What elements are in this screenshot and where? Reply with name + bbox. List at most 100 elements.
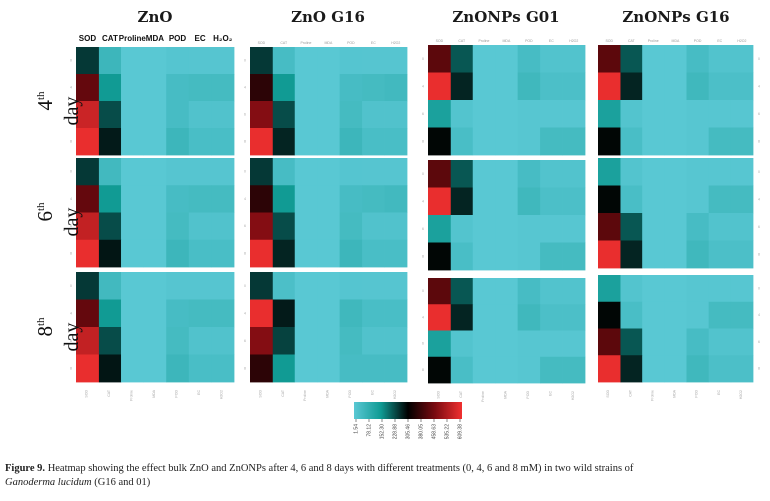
heatmap-cell [540,304,563,331]
heatmap-cell [339,327,363,355]
row-tick-label: 8 [70,251,72,255]
heatmap-cell [562,278,586,305]
row-tick-label: 0 [70,59,72,63]
caption-label: Figure 9. [5,463,46,474]
heatmap-cell [517,278,541,305]
column-tick-label: CAT [107,389,111,397]
day-word: day [61,97,83,126]
row-tick-label: 4 [758,313,760,317]
column-header: MDA [325,41,333,45]
heatmap-cell [642,127,665,156]
heatmap-cell [598,275,621,303]
heatmap-cell [472,72,496,101]
heatmap-cell [188,354,212,383]
column-tick-label: Proline [650,390,654,401]
heatmap-cell [562,356,586,384]
heatmap-cell [166,185,190,213]
heatmap-cell [98,354,122,383]
heatmap-cell [472,127,496,156]
heatmap-cell [450,330,474,358]
heatmap-cell [317,272,341,300]
colorbar-tick-label: 609.38 [458,424,464,440]
row-tick-label: 8 [758,139,760,143]
heatmap-cell [495,242,519,271]
heatmap-cell [620,45,643,73]
heatmap-cell [76,158,100,186]
heatmap-cell [362,185,385,213]
column-tick-label: Proline [481,391,485,402]
heatmap-cell [664,301,687,329]
column-header: EC [371,41,376,45]
heatmap-cell [98,299,122,328]
column-header: H2O2 [737,39,746,43]
row-tick-label: 0 [758,57,760,61]
heatmap-cell [250,239,274,268]
heatmap-cell [211,128,235,156]
heatmap-cell [317,212,341,241]
heatmap-cell [517,215,541,243]
heatmap-cell [121,327,145,355]
heatmap-cell [472,242,496,271]
row-tick-label: 6 [70,224,72,228]
heatmap-cell [708,185,732,214]
heatmap-cell [620,158,643,186]
column-tick-label: H2O2 [393,390,397,399]
heatmap-day-4: 0 4 6 8 [422,45,586,156]
column-header: EC [195,34,206,43]
heatmap-cell [598,355,621,383]
row-tick-label: 8 [422,139,424,143]
heatmap-cell [188,212,212,241]
heatmap-cell [540,127,563,156]
column-tick-label: SOD [436,391,440,399]
heatmap-cell [428,160,452,188]
heatmap-cell [495,72,519,101]
heatmap-cell [517,330,541,358]
column-tick-label: MDA [152,389,156,397]
heatmap-cell [384,327,408,355]
column-header: POD [694,39,702,43]
heatmap-cell [562,100,586,128]
column-tick-label: MDA [325,389,329,397]
heatmap-cell [428,100,452,128]
heatmap-cell [143,239,167,268]
row-tick-label: 0 [422,289,424,293]
heatmap-day-4: 0 4 6 8 [244,47,408,156]
heatmap-cell [143,128,167,156]
heatmap-cell [76,354,100,383]
column-header: SOD [258,41,266,45]
heatmap-cell [98,327,122,355]
panel-title: ZnO G16 [291,8,365,26]
heatmap-cell [598,158,621,186]
row-tick-label: 8 [70,366,72,370]
row-tick-label: 4 [244,311,246,315]
column-header: H2O2 [391,41,400,45]
heatmap-cell [317,239,341,268]
row-tick-label: 4 [70,86,72,90]
heatmap-cell [495,45,519,73]
heatmap-cell [540,160,563,188]
heatmap-cell [76,239,100,268]
heatmap-cell [384,299,408,328]
heatmap-cell [708,127,732,156]
heatmap-day-8: 0 4 6 8 [70,272,235,383]
heatmap-cell [450,356,474,384]
heatmap-cell [339,354,363,383]
heatmap-cell [450,72,474,101]
heatmap-cell [250,299,274,328]
heatmap-cell [188,239,212,268]
heatmap-cell [664,45,687,73]
heatmap-cell [730,213,754,241]
heatmap-cell [598,240,621,269]
heatmap-cell [450,100,474,128]
column-header: POD [525,39,533,43]
column-header: POD [347,41,355,45]
heatmap-cell [211,327,235,355]
heatmap-cell [211,272,235,300]
colorbar-tick-label: 458.63 [432,424,438,440]
column-header: CAT [102,34,118,43]
heatmap-cell [317,158,341,186]
heatmap-cell [562,45,586,73]
row-tick-label: 8 [244,366,246,370]
heatmap-cell [620,240,643,269]
